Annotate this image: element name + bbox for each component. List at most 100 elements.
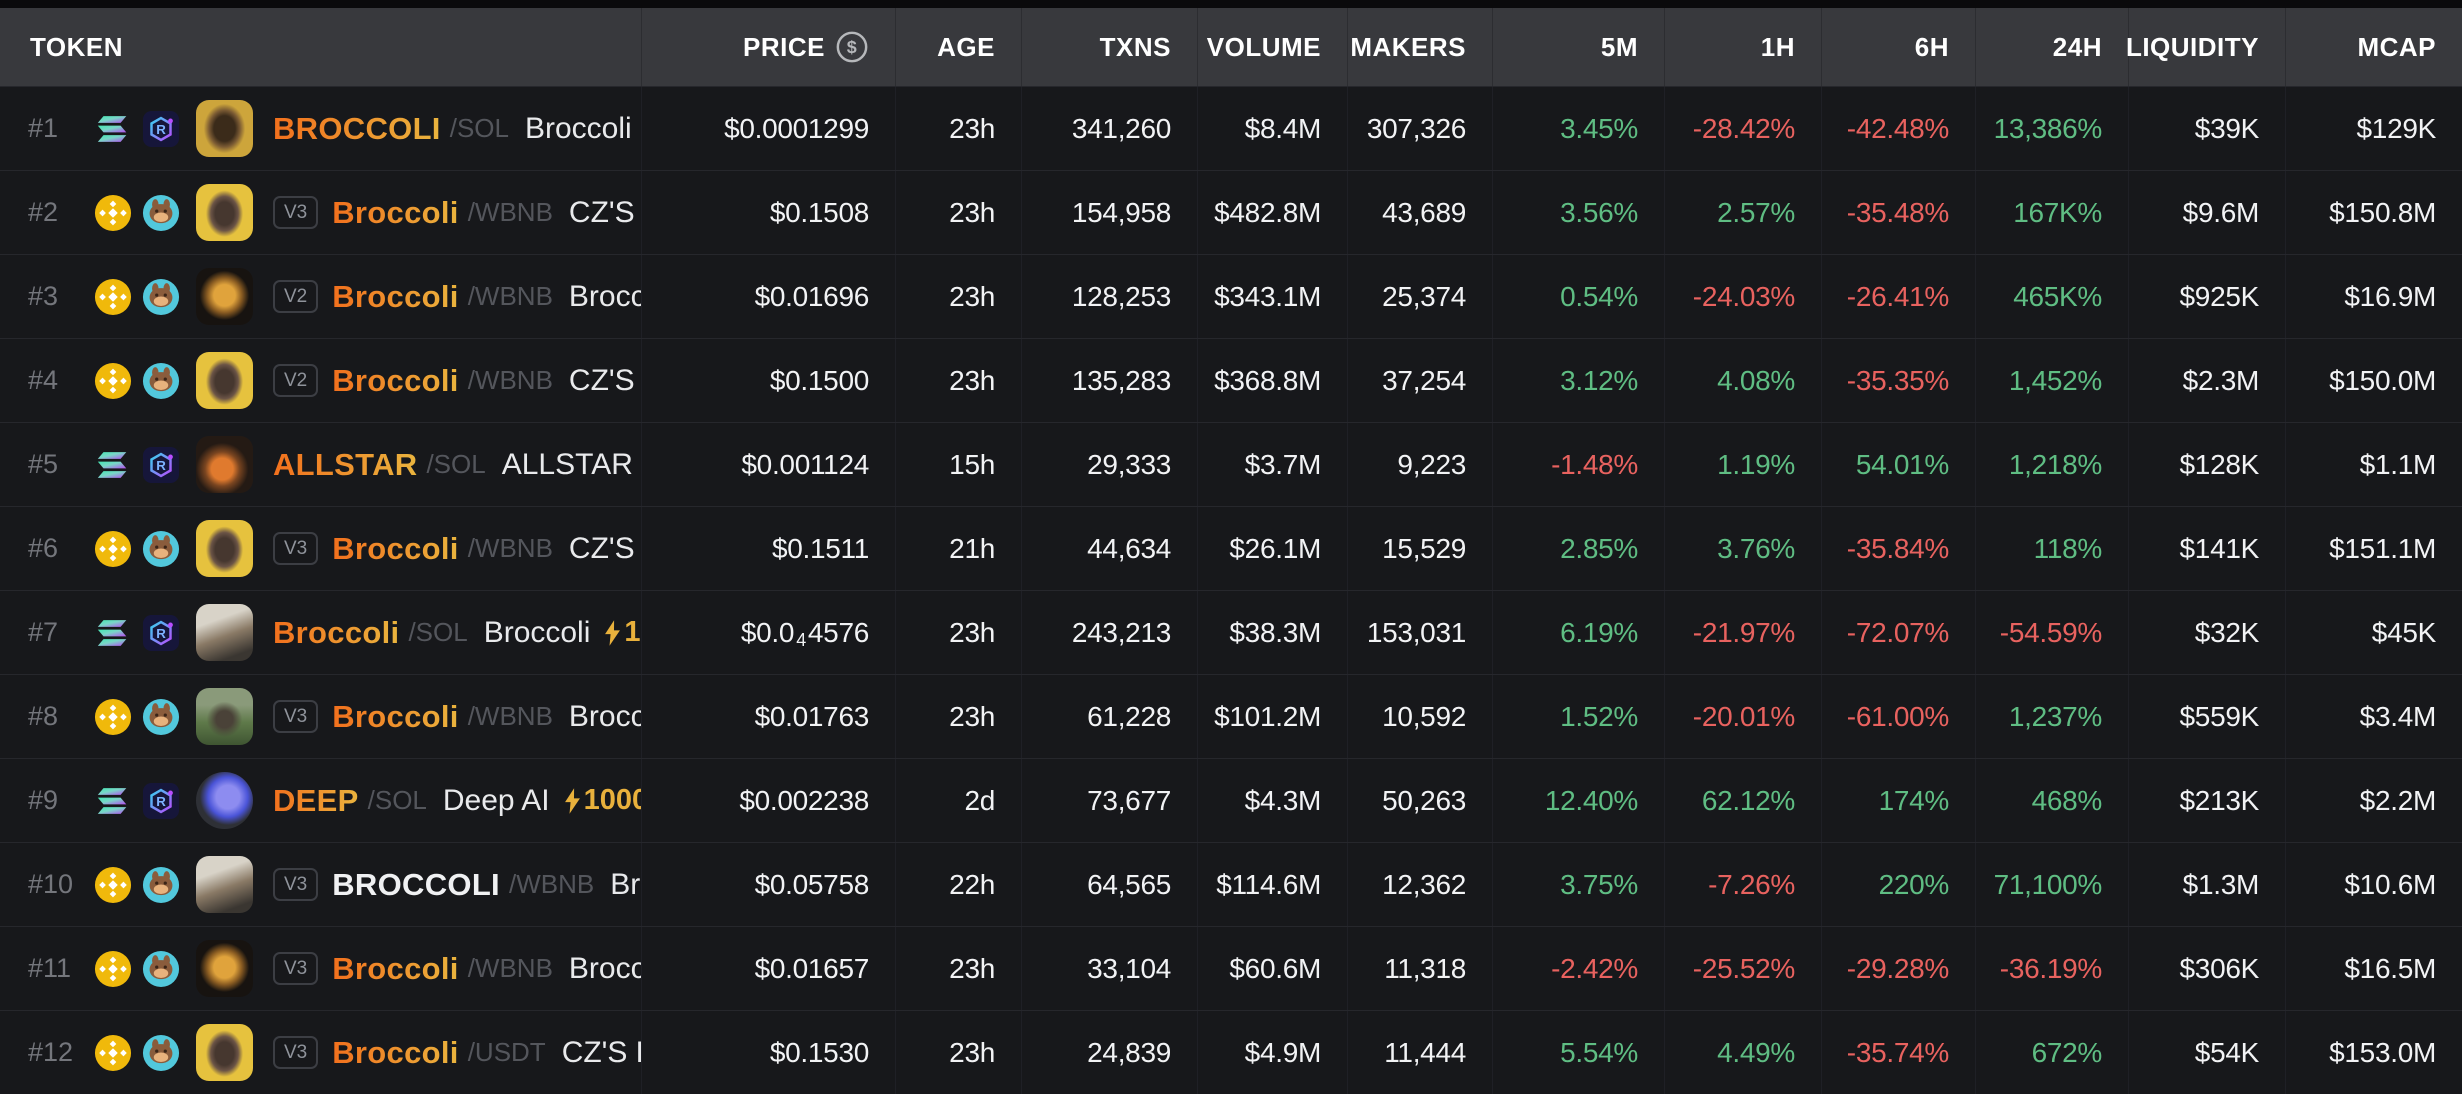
change-24h-cell: 118% <box>1975 507 2128 590</box>
age-cell: 22h <box>895 843 1021 926</box>
token-avatar <box>196 856 253 913</box>
change-1h-cell: 4.49% <box>1664 1011 1821 1094</box>
dollar-circle-icon[interactable]: $ <box>835 30 869 64</box>
token-symbol: Broccoli <box>273 614 400 650</box>
token-row[interactable]: #3 V2 Broccoli /WBNB Broccol 650 $0.0169… <box>0 254 2462 338</box>
age-cell: 23h <box>895 255 1021 338</box>
raydium-icon: R <box>142 446 180 484</box>
price-cell: $0.1508 <box>641 171 895 254</box>
change-5m-cell: -2.42% <box>1492 927 1664 1010</box>
raydium-icon: R <box>142 110 180 148</box>
token-name: Broccol <box>568 279 641 313</box>
token-name: CZ'S DO <box>568 363 641 397</box>
column-header-mcap[interactable]: MCAP <box>2285 8 2462 86</box>
price-cell: $0.0 4 4576 <box>641 591 895 674</box>
change-24h-cell: 167K% <box>1975 171 2128 254</box>
rank-label: #2 <box>28 197 59 227</box>
column-header-1h[interactable]: 1H <box>1664 8 1821 86</box>
token-row[interactable]: #8 V3 Broccoli /WBNB Broccol 600 $0.0176… <box>0 674 2462 758</box>
token-symbol: DEEP <box>273 782 359 818</box>
quote-token: /SOL <box>408 617 468 647</box>
column-label: TXNS <box>1099 31 1171 62</box>
column-header-volume[interactable]: VOLUME <box>1197 8 1347 86</box>
boost-badge[interactable]: 1000 <box>564 784 641 817</box>
liquidity-cell: $128K <box>2128 423 2285 506</box>
age-cell: 23h <box>895 927 1021 1010</box>
price-cell: $0.05758 <box>641 843 895 926</box>
age-cell: 23h <box>895 339 1021 422</box>
token-row[interactable]: #9 R DEEP /SOL Deep AI 1000 $0.002238 2d… <box>0 758 2462 842</box>
token-row[interactable]: #11 V3 Broccoli /WBNB Broccol 650 $0.016… <box>0 926 2462 1010</box>
token-row[interactable]: #7 R Broccoli /SOL Broccoli 10000 $0.044… <box>0 590 2462 674</box>
token-row[interactable]: #2 V3 Broccoli /WBNB CZ'S DO 500 $0.1508… <box>0 170 2462 254</box>
token-row[interactable]: #5 R ALLSTAR /SOL ALLSTAR C 600 $0.00112… <box>0 422 2462 506</box>
column-label: 6H <box>1914 31 1949 62</box>
column-header-6h[interactable]: 6H <box>1821 8 1975 86</box>
change-24h-cell: 468% <box>1975 759 2128 842</box>
pancakeswap-icon <box>142 698 180 736</box>
column-header-5m[interactable]: 5M <box>1492 8 1664 86</box>
quote-token: /WBNB <box>467 701 553 731</box>
token-symbol: Broccoli <box>332 194 459 230</box>
token-row[interactable]: #6 V3 Broccoli /WBNB CZ'S DO 500 $0.1511… <box>0 506 2462 590</box>
change-1h-cell: 4.08% <box>1664 339 1821 422</box>
column-header-price[interactable]: PRICE $ <box>641 8 895 86</box>
token-cell: #10 V3 BROCCOLI /WBNB Brocc 200 <box>0 843 641 926</box>
token-avatar <box>196 184 253 241</box>
token-cell: #7 R Broccoli /SOL Broccoli 10000 <box>0 591 641 674</box>
pool-version-badge: V2 <box>273 280 319 313</box>
pancakeswap-icon <box>142 362 180 400</box>
token-name: Broccoli <box>483 615 591 649</box>
boost-badge[interactable]: 10000 <box>604 616 641 649</box>
mcap-cell: $16.5M <box>2285 927 2462 1010</box>
mcap-cell: $1.1M <box>2285 423 2462 506</box>
price-cell: $0.1500 <box>641 339 895 422</box>
column-header-24h[interactable]: 24H <box>1975 8 2128 86</box>
token-cell: #9 R DEEP /SOL Deep AI 1000 <box>0 759 641 842</box>
pancakeswap-icon <box>142 278 180 316</box>
pool-version-badge: V2 <box>273 364 319 397</box>
column-header-liquidity[interactable]: LIQUIDITY <box>2126 8 2285 86</box>
column-header-txns[interactable]: TXNS <box>1021 8 1197 86</box>
change-5m-cell: -1.48% <box>1492 423 1664 506</box>
makers-cell: 15,529 <box>1347 507 1492 590</box>
change-1h-cell: -24.03% <box>1664 255 1821 338</box>
change-1h-cell: -25.52% <box>1664 927 1821 1010</box>
change-5m-cell: 5.54% <box>1492 1011 1664 1094</box>
column-header-age[interactable]: AGE <box>895 8 1021 86</box>
top-edge <box>0 0 2462 8</box>
mcap-cell: $129K <box>2285 87 2462 170</box>
boost-value: 1000 <box>583 784 641 816</box>
price-cell: $0.0001299 <box>641 87 895 170</box>
change-24h-cell: 672% <box>1975 1011 2128 1094</box>
column-header-token[interactable]: TOKEN <box>0 8 641 86</box>
txns-cell: 154,958 <box>1021 171 1197 254</box>
pancakeswap-icon <box>142 866 180 904</box>
rank-label: #10 <box>28 869 74 899</box>
token-row[interactable]: #1 R BROCCOLI /SOL Broccoli 14000 $0.000… <box>0 86 2462 170</box>
makers-cell: 43,689 <box>1347 171 1492 254</box>
change-6h-cell: -61.00% <box>1821 675 1975 758</box>
token-avatar <box>196 520 253 577</box>
token-avatar <box>196 352 253 409</box>
token-symbol: Broccoli <box>332 950 459 986</box>
token-name: ALLSTAR C <box>501 447 641 481</box>
token-row[interactable]: #12 V3 Broccoli /USDT CZ'S DOC 500 $0.15… <box>0 1010 2462 1094</box>
quote-token: /SOL <box>426 449 486 479</box>
pool-version-badge: V3 <box>273 700 319 733</box>
price-zero-count: 4 <box>796 630 806 650</box>
token-cell: #1 R BROCCOLI /SOL Broccoli 14000 <box>0 87 641 170</box>
token-row[interactable]: #10 V3 BROCCOLI /WBNB Brocc 200 $0.05758… <box>0 842 2462 926</box>
lightning-boost-icon <box>564 787 581 814</box>
txns-cell: 44,634 <box>1021 507 1197 590</box>
makers-cell: 9,223 <box>1347 423 1492 506</box>
quote-token: /USDT <box>467 1037 546 1067</box>
makers-cell: 12,362 <box>1347 843 1492 926</box>
liquidity-cell: $559K <box>2128 675 2285 758</box>
change-24h-cell: 13,386% <box>1975 87 2128 170</box>
token-row[interactable]: #4 V2 Broccoli /WBNB CZ'S DO 500 $0.1500… <box>0 338 2462 422</box>
quote-token: /WBNB <box>467 365 553 395</box>
column-header-makers[interactable]: MAKERS <box>1347 8 1492 86</box>
quote-token: /WBNB <box>467 281 553 311</box>
change-6h-cell: -35.74% <box>1821 1011 1975 1094</box>
